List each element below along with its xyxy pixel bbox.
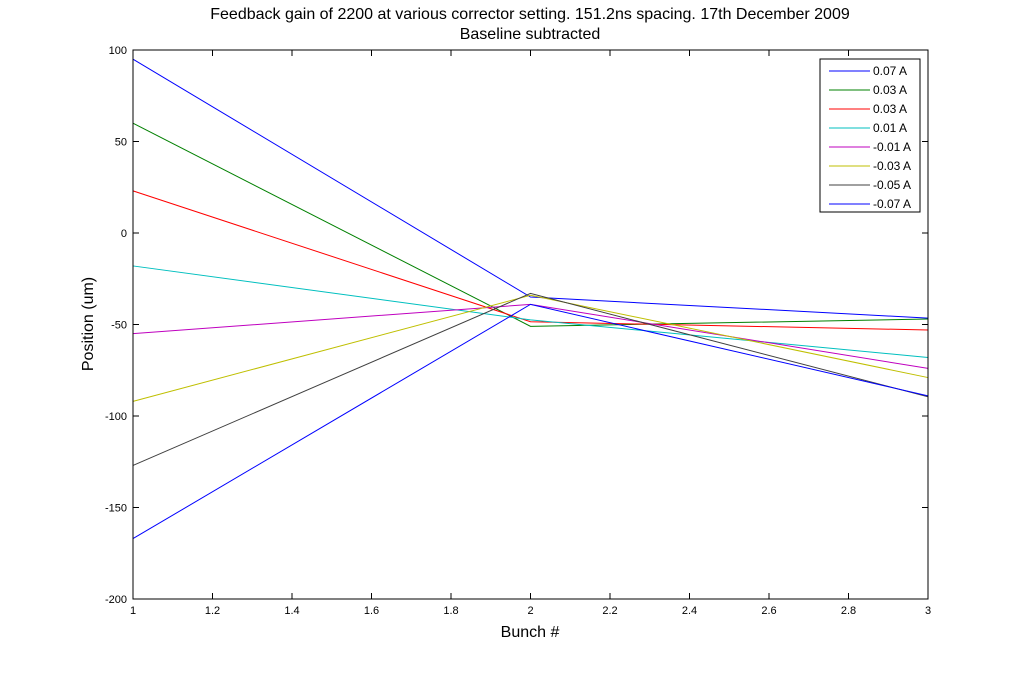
legend-label-2: 0.03 A [873,102,907,116]
chart-subtitle: Baseline subtracted [460,26,601,43]
y-tick-label: -100 [105,411,127,423]
series-line-1 [132,122,929,327]
x-tick-label: 2 [527,605,533,617]
series-line-7 [132,303,929,540]
x-tick-label: 2.6 [761,605,776,617]
series-line-6 [132,292,929,466]
x-tick-label: 1.8 [443,605,458,617]
legend-label-7: -0.07 A [873,197,911,211]
legend-label-1: 0.03 A [873,83,907,97]
legend-box [819,58,921,213]
y-tick-label: 100 [109,45,127,57]
y-tick-label: -50 [111,320,127,332]
x-tick-label: 2.4 [682,605,697,617]
x-tick-label: 1.4 [284,605,299,617]
y-axis-label: Position (um) [80,277,97,371]
legend-label-0: 0.07 A [873,64,907,78]
series-line-3 [132,265,929,358]
legend-label-6: -0.05 A [873,178,911,192]
chart-title: Feedback gain of 2200 at various correct… [210,6,850,23]
x-tick-label: 1.2 [205,605,220,617]
legend-label-5: -0.03 A [873,159,911,173]
legend: 0.07 A 0.03 A 0.03 A 0.01 A -0.01 A -0.03 A -0… [819,58,921,213]
series-line-0 [132,58,929,319]
y-tick-label: 50 [115,137,127,149]
x-tick-label: 1.6 [364,605,379,617]
series-line-4 [132,303,929,369]
y-tick-label: -200 [105,594,127,606]
legend-label-3: 0.01 A [873,121,907,135]
x-axis-label: Bunch # [501,624,560,641]
y-tick-label: 0 [121,228,127,240]
series-line-2 [132,190,929,331]
legend-label-4: -0.01 A [873,140,911,154]
x-tick-label: 3 [925,605,931,617]
x-tick-label: 2.8 [841,605,856,617]
x-tick-label: 1 [130,605,136,617]
series-line-5 [132,294,929,402]
x-tick-label: 2.2 [602,605,617,617]
y-tick-label: -150 [105,503,127,515]
